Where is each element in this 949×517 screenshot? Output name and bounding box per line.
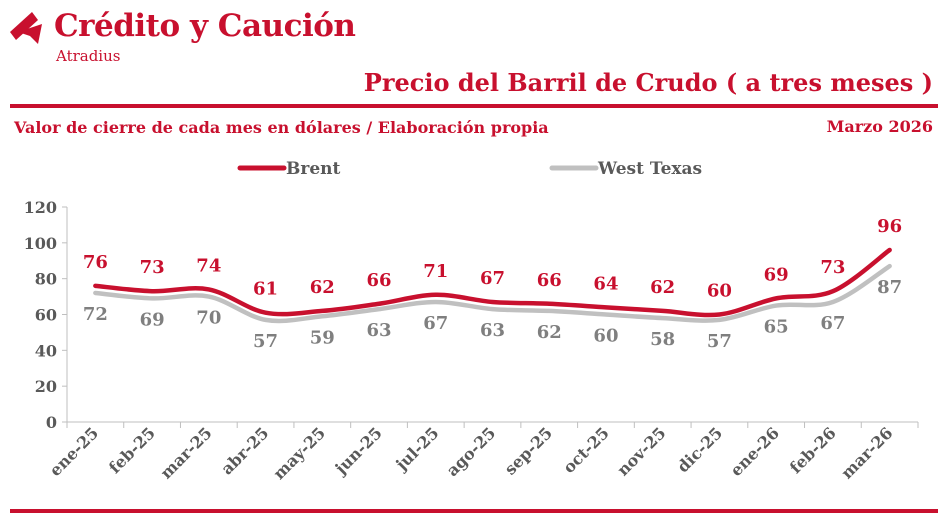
y-tick-label: 120 <box>24 198 57 217</box>
data-label-brent: 62 <box>650 277 675 298</box>
data-label-west-texas: 58 <box>650 329 675 350</box>
data-label-west-texas: 69 <box>140 309 165 330</box>
x-tick-label: mar-25 <box>157 423 216 482</box>
brand-subtitle: Atradius <box>56 47 121 65</box>
data-label-west-texas: 57 <box>253 331 278 352</box>
x-tick-label: may-25 <box>269 423 329 483</box>
y-tick-label: 100 <box>24 234 57 253</box>
x-tick-label: feb-26 <box>786 423 840 477</box>
x-tick-label: feb-25 <box>105 423 159 477</box>
data-label-brent: 62 <box>310 277 335 298</box>
data-label-west-texas: 67 <box>820 313 845 334</box>
legend-label-west-texas: West Texas <box>597 159 702 179</box>
data-label-brent: 60 <box>707 281 732 302</box>
data-label-west-texas: 59 <box>310 327 335 348</box>
legend-label-brent: Brent <box>286 159 341 179</box>
y-tick-label: 40 <box>35 341 57 360</box>
data-label-brent: 66 <box>367 270 392 291</box>
data-label-brent: 61 <box>253 279 278 300</box>
data-label-brent: 67 <box>480 268 505 289</box>
data-label-brent: 76 <box>83 252 108 273</box>
data-label-west-texas: 62 <box>537 322 562 343</box>
data-label-brent: 66 <box>537 270 562 291</box>
data-label-west-texas: 60 <box>593 326 618 347</box>
x-tick-label: abr-25 <box>217 423 272 478</box>
y-tick-label: 20 <box>35 377 57 396</box>
data-label-west-texas: 72 <box>83 304 108 325</box>
x-tick-label: jul-25 <box>391 423 443 475</box>
footer-divider <box>10 509 938 513</box>
brand-name: Crédito y Caución <box>54 8 356 44</box>
x-tick-label: jun-25 <box>330 423 386 479</box>
chart-title: Precio del Barril de Crudo ( a tres mese… <box>363 68 933 97</box>
data-label-west-texas: 57 <box>707 331 732 352</box>
data-label-west-texas: 87 <box>877 277 902 298</box>
header-divider <box>10 104 938 108</box>
x-tick-label: nov-25 <box>613 423 669 479</box>
series-line-brent <box>93 247 892 318</box>
data-label-west-texas: 63 <box>480 320 505 341</box>
report-date: Marzo 2026 <box>826 117 933 136</box>
x-tick-label: ene-26 <box>726 423 783 480</box>
data-label-west-texas: 63 <box>367 320 392 341</box>
x-tick-label: dic-25 <box>673 423 726 476</box>
data-label-brent: 96 <box>877 216 902 237</box>
x-tick-label: oct-25 <box>559 423 613 477</box>
data-label-brent: 74 <box>196 255 221 276</box>
x-tick-label: ago-25 <box>443 423 500 480</box>
data-label-west-texas: 70 <box>196 308 221 329</box>
data-label-brent: 73 <box>820 257 845 278</box>
chart-subtitle: Valor de cierre de cada mes en dólares /… <box>14 118 549 137</box>
x-tick-label: mar-26 <box>837 423 896 482</box>
y-tick-label: 80 <box>35 270 57 289</box>
logo-mark-icon <box>10 12 42 44</box>
data-label-brent: 64 <box>593 273 618 294</box>
y-tick-label: 60 <box>35 306 57 325</box>
data-label-brent: 71 <box>423 261 448 282</box>
data-label-west-texas: 67 <box>423 313 448 334</box>
data-label-brent: 69 <box>764 264 789 285</box>
data-label-brent: 73 <box>140 257 165 278</box>
x-tick-label: sep-25 <box>501 423 556 478</box>
series-line-west-texas <box>93 263 892 324</box>
data-label-west-texas: 65 <box>764 317 789 338</box>
y-tick-label: 0 <box>46 413 57 432</box>
